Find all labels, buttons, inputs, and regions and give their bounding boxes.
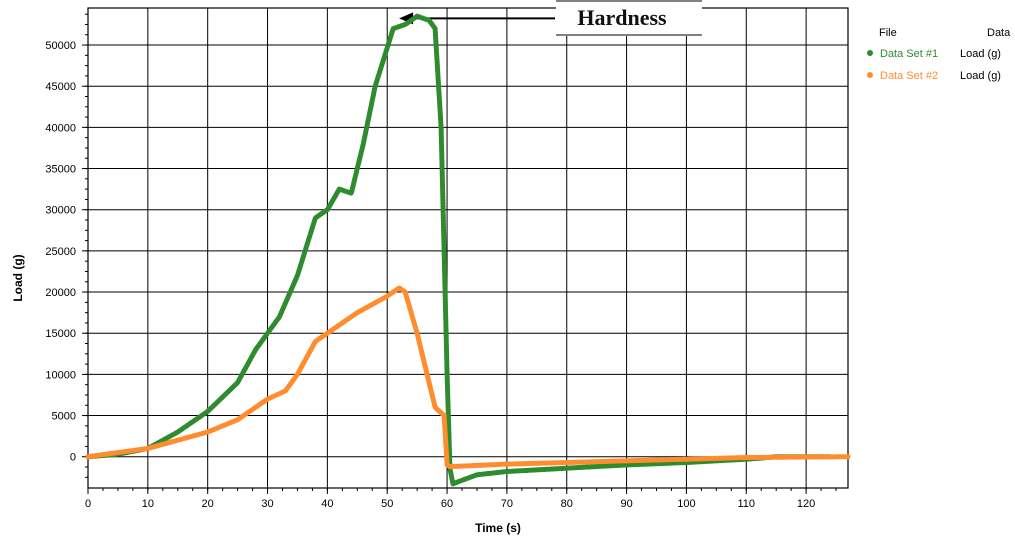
- x-tick-label: 60: [441, 498, 453, 510]
- series-2-point: [175, 438, 180, 443]
- series-1-point: [438, 125, 444, 130]
- series-1-point: [175, 429, 180, 435]
- y-tick-label: 25000: [45, 246, 76, 258]
- series-2-point: [85, 454, 91, 459]
- series-2-point: [426, 380, 432, 385]
- legend-file-2: Data Set #2: [880, 70, 938, 82]
- series-1-point: [337, 186, 342, 192]
- legend-header-data: Data: [987, 27, 1011, 39]
- x-tick-label: 90: [620, 498, 632, 510]
- series-1-point: [402, 22, 408, 27]
- legend-marker-1: [867, 50, 873, 56]
- x-tick-label: 70: [501, 498, 513, 510]
- y-axis-title: Load (g): [11, 254, 25, 301]
- x-tick-label: 50: [381, 498, 393, 510]
- x-tick-label: 100: [677, 498, 695, 510]
- series-2-point: [235, 417, 240, 422]
- series-core-2: [86, 286, 850, 469]
- series-1-point: [390, 26, 396, 31]
- series-2-point: [325, 331, 330, 336]
- series-1-point: [444, 372, 450, 377]
- series-2-point: [313, 339, 318, 344]
- plot-border: [87, 7, 849, 489]
- series-2-point: [504, 461, 510, 467]
- series-2-point: [845, 454, 851, 459]
- series-1-point: [313, 215, 318, 221]
- y-tick-label: 35000: [45, 164, 76, 176]
- series-2-point: [385, 293, 390, 299]
- annotation-label: Hardness: [577, 5, 667, 30]
- annotation-box: [556, 0, 702, 36]
- series-1-point: [450, 481, 456, 487]
- series-2-point: [447, 464, 453, 469]
- y-tick-label: 5000: [52, 411, 76, 423]
- legend-file-1: Data Set #1: [880, 48, 938, 60]
- series-1-point: [373, 84, 378, 89]
- y-tick-label: 10000: [45, 369, 76, 381]
- series-2-point: [441, 413, 447, 418]
- x-axis-title: Time (s): [475, 521, 521, 535]
- series-2-point: [295, 372, 300, 377]
- legend-marker-2: [867, 72, 873, 78]
- series-1-point: [235, 380, 240, 385]
- x-tick-label: 120: [797, 498, 815, 510]
- y-tick-label: 15000: [45, 328, 76, 340]
- y-tick-label: 20000: [45, 287, 76, 299]
- series-1-point: [325, 207, 330, 212]
- series-1-point: [564, 466, 569, 471]
- series-1-point: [474, 472, 480, 478]
- series-1-point: [277, 314, 282, 319]
- series-2-point: [624, 458, 629, 464]
- series-2-point: [684, 456, 689, 462]
- legend-data-1: Load (g): [960, 48, 1001, 60]
- series-1-point: [205, 409, 210, 414]
- y-tick-label: 45000: [45, 81, 76, 93]
- y-tick-label: 50000: [45, 40, 76, 52]
- series-2-point: [145, 446, 151, 451]
- series-2-point: [414, 331, 420, 336]
- series-1-point: [624, 462, 629, 468]
- series-2-point: [564, 460, 569, 465]
- series-1-point: [414, 14, 420, 19]
- legend-header-file: File: [879, 27, 897, 39]
- x-tick-label: 30: [261, 498, 273, 510]
- series-1-point: [432, 26, 438, 31]
- series-1-point: [295, 273, 300, 278]
- series-2-point: [355, 310, 360, 315]
- y-tick-label: 0: [70, 452, 76, 464]
- x-tick-label: 10: [142, 498, 154, 510]
- series-2-point: [265, 396, 270, 402]
- series-1-point: [253, 347, 258, 352]
- x-tick-label: 0: [85, 498, 91, 510]
- y-tick-label: 30000: [45, 205, 76, 217]
- series-1-point: [456, 479, 462, 484]
- series-2-point: [396, 285, 402, 291]
- series-2-point: [205, 429, 210, 435]
- x-tick-label: 80: [561, 498, 573, 510]
- y-tick-label: 40000: [45, 122, 76, 134]
- legend-data-2: Load (g): [960, 70, 1001, 82]
- series-2-point: [432, 405, 438, 410]
- series-1-point: [426, 18, 432, 23]
- series-2-point: [283, 388, 288, 394]
- series-2-point: [744, 455, 749, 460]
- series-1-point: [349, 191, 354, 196]
- series-2-point: [402, 289, 408, 295]
- x-tick-label: 110: [737, 498, 755, 510]
- series-1-point: [504, 469, 510, 474]
- x-tick-label: 20: [202, 498, 214, 510]
- series-1-point: [361, 141, 366, 147]
- x-tick-label: 40: [321, 498, 333, 510]
